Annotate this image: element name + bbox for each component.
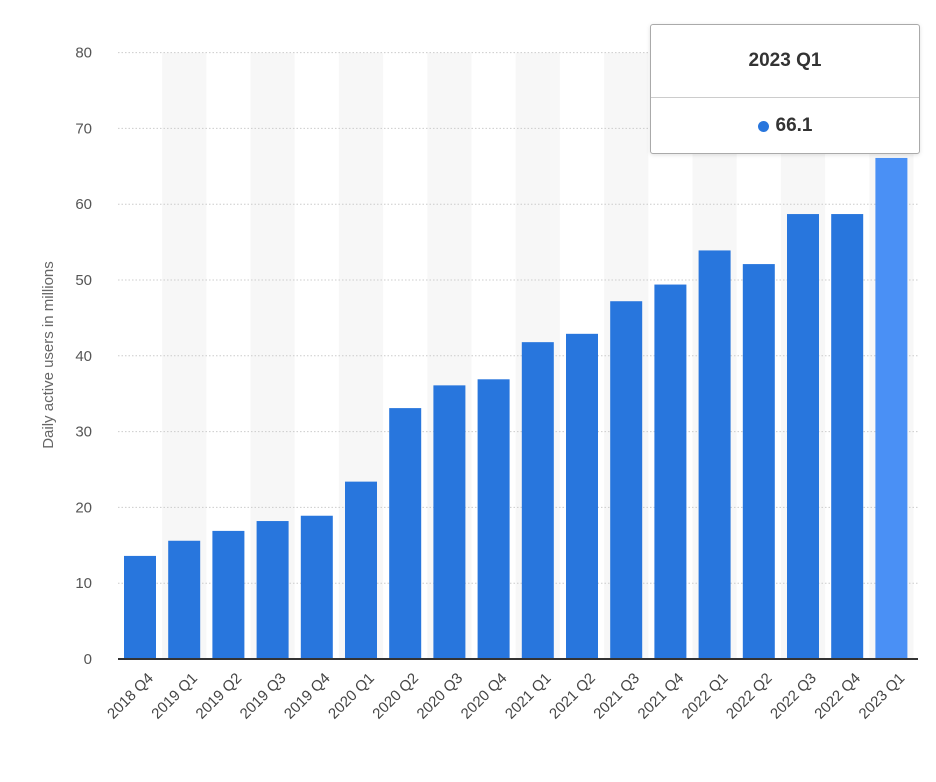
x-tick-label: 2022 Q4 (811, 670, 864, 723)
y-tick-label: 60 (75, 196, 92, 213)
y-tick-label: 10 (75, 575, 92, 592)
y-tick-label: 80 (75, 45, 92, 62)
tooltip: 2023 Q1 66.1 (650, 24, 920, 154)
y-axis-ticks: 0 10 20 30 40 50 60 70 80 (75, 45, 92, 668)
x-tick-label: 2022 Q2 (723, 670, 776, 723)
x-tick-label: 2019 Q4 (281, 670, 334, 723)
y-tick-label: 30 (75, 424, 92, 441)
bar[interactable] (389, 408, 422, 659)
bar[interactable] (566, 333, 598, 659)
bar[interactable] (875, 157, 908, 659)
x-tick-label: 2022 Q3 (767, 670, 820, 723)
x-tick-label: 2020 Q3 (414, 670, 467, 723)
tooltip-value-row: 66.1 (651, 98, 919, 154)
x-tick-label: 2018 Q4 (104, 670, 157, 723)
bar[interactable] (521, 342, 554, 659)
x-tick-label: 2020 Q2 (369, 670, 422, 723)
bar[interactable] (300, 515, 333, 659)
y-tick-label: 50 (75, 272, 92, 289)
bar[interactable] (345, 481, 377, 659)
bar[interactable] (168, 540, 201, 659)
bar[interactable] (124, 555, 156, 659)
x-tick-label: 2022 Q1 (679, 670, 732, 723)
bar[interactable] (742, 264, 775, 659)
bar[interactable] (787, 214, 819, 659)
y-tick-label: 40 (75, 348, 92, 365)
x-tick-label: 2021 Q2 (546, 670, 599, 723)
x-tick-label: 2021 Q1 (502, 670, 555, 723)
x-tick-label: 2021 Q4 (635, 670, 688, 723)
bar[interactable] (256, 521, 289, 659)
x-tick-label: 2023 Q1 (856, 670, 909, 723)
x-tick-label: 2020 Q1 (325, 670, 378, 723)
bar[interactable] (610, 301, 643, 659)
y-tick-label: 20 (75, 499, 92, 516)
y-tick-label: 0 (84, 651, 92, 668)
bar[interactable] (477, 379, 510, 659)
gridlines (118, 52, 918, 584)
bar[interactable] (212, 530, 245, 659)
x-tick-label: 2021 Q3 (590, 670, 643, 723)
bar[interactable] (433, 385, 466, 659)
x-tick-label: 2019 Q2 (193, 670, 246, 723)
bar[interactable] (698, 250, 731, 660)
x-tick-label: 2019 Q1 (148, 670, 201, 723)
y-axis-title: Daily active users in millions (40, 261, 57, 449)
bars (124, 157, 908, 660)
bar[interactable] (654, 284, 687, 659)
x-tick-label: 2020 Q4 (458, 670, 511, 723)
series-dot-icon (757, 120, 769, 132)
tooltip-value: 66.1 (775, 115, 813, 136)
tooltip-title: 2023 Q1 (651, 25, 919, 98)
x-tick-label: 2019 Q3 (237, 670, 290, 723)
y-tick-label: 70 (75, 120, 92, 137)
bar[interactable] (831, 214, 864, 659)
